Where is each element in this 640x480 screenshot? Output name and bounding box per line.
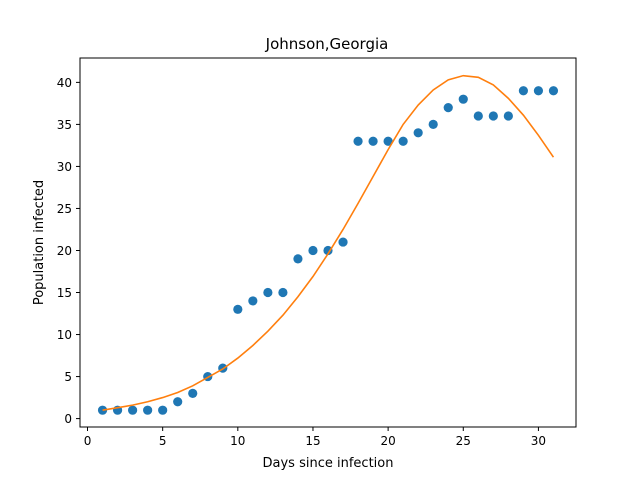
x-tick-label: 15 xyxy=(305,434,320,448)
data-point xyxy=(398,136,408,146)
x-tick-label: 0 xyxy=(84,434,92,448)
data-point xyxy=(308,245,318,256)
data-point xyxy=(443,102,453,113)
plot-area xyxy=(97,74,559,415)
data-point xyxy=(548,86,559,96)
y-tick-label: 0 xyxy=(64,412,72,426)
data-point xyxy=(248,296,258,306)
x-tick-label: 10 xyxy=(230,434,245,448)
y-tick-label: 5 xyxy=(64,370,72,384)
y-tick-label: 20 xyxy=(57,244,72,258)
data-point xyxy=(97,405,108,415)
data-point xyxy=(158,405,168,415)
data-point xyxy=(353,136,363,146)
data-point xyxy=(263,287,273,298)
data-point xyxy=(293,254,303,264)
y-tick-label: 15 xyxy=(57,286,72,300)
data-point xyxy=(338,237,348,247)
data-point xyxy=(128,405,138,415)
data-point xyxy=(278,287,288,298)
data-point xyxy=(233,304,243,314)
y-tick-label: 10 xyxy=(57,328,72,342)
data-point xyxy=(143,405,153,415)
x-tick-label: 30 xyxy=(531,434,546,448)
y-tick-label: 40 xyxy=(57,76,72,90)
y-tick-label: 35 xyxy=(57,118,72,132)
data-point xyxy=(458,94,468,104)
data-point xyxy=(413,128,423,138)
data-point xyxy=(518,86,528,96)
data-point xyxy=(428,119,438,130)
x-tick-label: 25 xyxy=(456,434,471,448)
x-tick-label: 5 xyxy=(159,434,167,448)
data-point xyxy=(503,111,513,121)
fitted-curve-line xyxy=(102,74,555,411)
data-point xyxy=(368,136,378,146)
x-axis-title: Days since infection xyxy=(263,456,394,471)
data-point xyxy=(173,397,183,407)
data-point xyxy=(473,111,483,121)
chart-title: Johnson,Georgia xyxy=(265,35,389,53)
data-point xyxy=(533,86,544,96)
data-point xyxy=(323,245,333,256)
data-point xyxy=(383,136,393,146)
plot-frame xyxy=(79,57,577,428)
y-tick-label: 30 xyxy=(57,160,72,174)
y-tick-label: 25 xyxy=(57,202,72,216)
data-point xyxy=(188,388,198,398)
y-axis-title: Population infected xyxy=(32,180,47,305)
x-tick-label: 20 xyxy=(380,434,395,448)
data-point xyxy=(488,111,498,121)
